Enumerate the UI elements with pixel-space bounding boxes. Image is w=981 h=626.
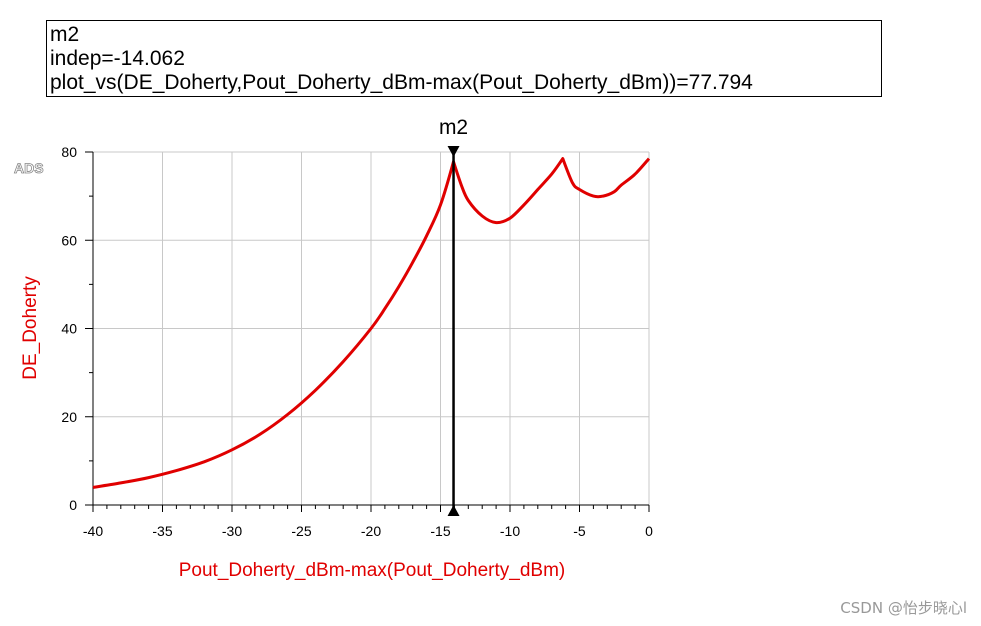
x-tick-label: -20 <box>361 523 381 539</box>
y-axis-title: DE_Doherty <box>20 276 41 380</box>
x-tick-label: -10 <box>500 523 520 539</box>
y-tick-label: 60 <box>61 232 77 248</box>
marker-m2-top-triangle <box>447 146 460 157</box>
x-tick-label: -25 <box>291 523 311 539</box>
x-tick-label: -15 <box>430 523 450 539</box>
marker-expression-value: plot_vs(DE_Doherty,Pout_Doherty_dBm-max(… <box>50 71 753 94</box>
de-doherty-trace <box>92 157 651 489</box>
marker-m2-label: m2 <box>439 116 468 139</box>
marker-indep-value: indep=-14.062 <box>50 47 185 70</box>
x-axis-title: Pout_Doherty_dBm-max(Pout_Doherty_dBm) <box>179 560 566 581</box>
marker-layer: m2 <box>439 116 468 516</box>
y-tick-label: 20 <box>61 409 77 425</box>
marker-readout-box: m2 indep=-14.062 plot_vs(DE_Doherty,Pout… <box>46 20 882 97</box>
ads-brand-label: ADS <box>14 160 44 176</box>
x-tick-label: -5 <box>573 523 586 539</box>
trace-layer <box>92 157 651 489</box>
label-layer: ADS Pout_Doherty_dBm-max(Pout_Doherty_dB… <box>14 160 566 581</box>
marker-name: m2 <box>50 23 80 46</box>
grid-lines <box>92 151 650 506</box>
y-tick-label: 80 <box>61 144 77 160</box>
x-tick-label: 0 <box>645 523 653 539</box>
x-tick-label: -40 <box>83 523 103 539</box>
y-tick-label: 40 <box>61 321 77 337</box>
x-tick-label: -30 <box>222 523 242 539</box>
plot-axes: -40 -35 -30 -25 -20 -15 -10 -5 0 0 20 40 60 80 <box>61 144 653 539</box>
x-tick-label: -35 <box>152 523 172 539</box>
y-tick-label: 0 <box>69 497 77 513</box>
marker-m2-bottom-triangle <box>447 505 460 516</box>
watermark: CSDN @怡步晓心l <box>840 599 967 617</box>
